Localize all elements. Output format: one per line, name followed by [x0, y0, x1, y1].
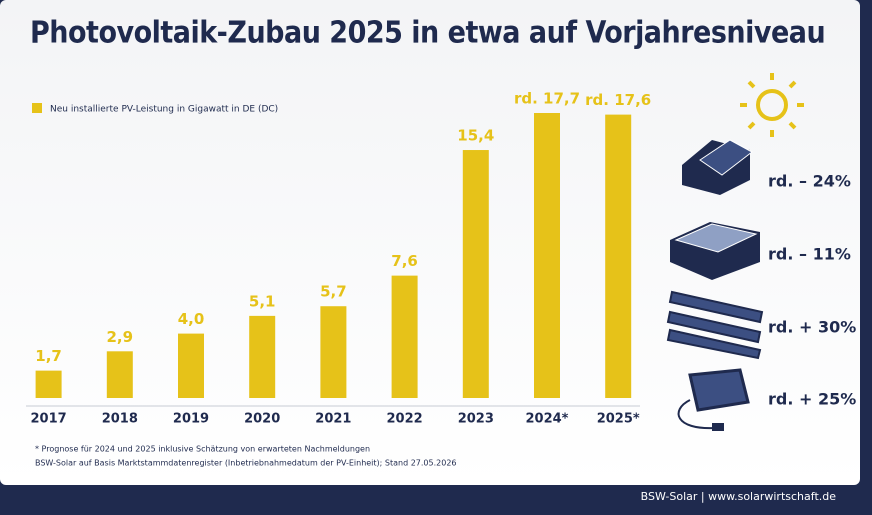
house-icon	[682, 139, 753, 195]
sun-icon	[740, 73, 804, 137]
panel	[0, 0, 860, 485]
legend-label: Neu installierte PV-Leistung in Gigawatt…	[50, 105, 278, 115]
x-tick-label: 2020	[244, 412, 280, 427]
plug-panel-icon	[677, 368, 750, 431]
roof-icon	[670, 222, 760, 280]
segment-change: rd. + 30%	[768, 318, 856, 337]
value-label: 5,1	[249, 292, 276, 310]
bar	[320, 306, 347, 398]
x-tick-label: 2019	[173, 412, 209, 427]
x-tick-label: 2021	[315, 412, 351, 427]
bar	[605, 114, 632, 398]
bar	[178, 333, 204, 398]
x-tick-label: 2022	[387, 412, 423, 427]
bar	[249, 315, 276, 398]
legend-swatch	[32, 103, 42, 113]
panels-icon	[666, 290, 764, 360]
value-label: rd. 17,6	[585, 91, 651, 109]
segment-change: rd. – 11%	[768, 245, 851, 264]
bar	[106, 351, 133, 398]
bar	[391, 275, 418, 398]
bar	[35, 370, 62, 398]
x-tick-label: 2017	[31, 412, 67, 427]
value-label: 7,6	[391, 252, 418, 270]
bar	[462, 150, 489, 398]
segment-change: rd. – 24%	[768, 172, 851, 191]
value-label: rd. 17,7	[514, 90, 580, 108]
footer: BSW-Solar | www.solarwirtschaft.de	[641, 490, 837, 503]
value-label: 15,4	[457, 127, 494, 145]
value-label: 5,7	[320, 283, 347, 301]
x-tick-label: 2024*	[526, 412, 569, 427]
value-label: 4,0	[178, 310, 205, 328]
value-label: 1,7	[35, 347, 62, 365]
x-tick-label: 2023	[458, 412, 494, 427]
value-label: 2,9	[107, 328, 134, 346]
footnote: * Prognose für 2024 und 2025 inklusive S…	[35, 445, 370, 454]
bar	[534, 113, 560, 398]
x-tick-label: 2018	[102, 412, 138, 427]
title: Photovoltaik-Zubau 2025 in etwa auf Vorj…	[30, 16, 825, 51]
footnote: BSW-Solar auf Basis Marktstammdatenregis…	[35, 459, 457, 468]
x-tick-label: 2025*	[597, 412, 640, 427]
segment-change: rd. + 25%	[768, 390, 856, 409]
